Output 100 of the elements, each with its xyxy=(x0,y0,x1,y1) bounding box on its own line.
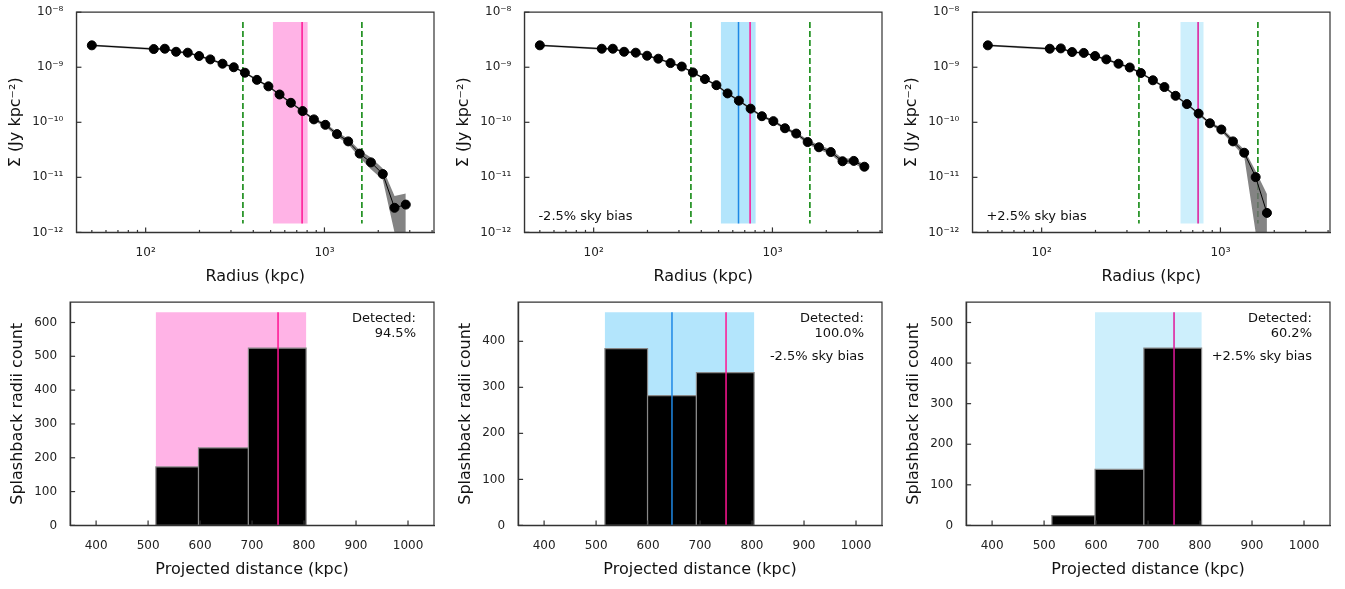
point xyxy=(228,62,239,73)
y-tick-label: 10⁻¹² xyxy=(480,224,512,239)
x-tick-label: 600 xyxy=(188,537,212,552)
point xyxy=(205,54,216,65)
point xyxy=(1044,43,1055,54)
point xyxy=(263,81,274,92)
annotation: Detected: 60.2% xyxy=(1248,310,1312,341)
annotation: +2.5% sky bias xyxy=(986,208,1087,224)
y-tick-label: 10⁻¹¹ xyxy=(928,169,960,184)
y-tick-label: 100 xyxy=(34,483,58,498)
point xyxy=(217,58,228,69)
y-tick-label: 300 xyxy=(34,416,58,431)
y-tick-label: 10⁻¹⁰ xyxy=(480,114,512,129)
x-axis-title: Projected distance (kpc) xyxy=(155,558,349,578)
point xyxy=(1101,54,1112,65)
y-axis-title: Splashback radii count xyxy=(6,322,26,505)
x-axis-title: Radius (kpc) xyxy=(653,265,753,285)
x-tick-label: 400 xyxy=(84,537,108,552)
point xyxy=(837,156,848,167)
point xyxy=(653,53,664,64)
point xyxy=(619,46,630,57)
x-tick-label: 900 xyxy=(792,537,816,552)
x-axis-title: Radius (kpc) xyxy=(205,265,305,285)
y-tick-label: 200 xyxy=(930,436,954,451)
x-tick-label: 900 xyxy=(344,537,368,552)
x-tick-label: 800 xyxy=(1188,537,1212,552)
annotation: -2.5% sky bias xyxy=(538,208,633,224)
y-tick-label: 10⁻¹⁰ xyxy=(928,114,960,129)
x-axis-title: Projected distance (kpc) xyxy=(603,558,797,578)
point xyxy=(1250,172,1261,183)
y-tick-label: 10⁻⁹ xyxy=(485,59,512,74)
y-axis-title: Σ (Jy kpc⁻²) xyxy=(4,77,24,168)
y-tick-label: 0 xyxy=(945,517,954,532)
point xyxy=(1090,51,1101,62)
y-tick-label: 200 xyxy=(482,425,506,440)
y-tick-label: 400 xyxy=(930,355,954,370)
point xyxy=(1216,124,1227,135)
y-tick-label: 100 xyxy=(482,471,506,486)
y-axis-title: Splashback radii count xyxy=(454,322,474,505)
x-tick-label: 600 xyxy=(636,537,660,552)
point xyxy=(1113,58,1124,69)
x-tick-label: 10² xyxy=(135,244,156,259)
x-tick-label: 700 xyxy=(240,537,264,552)
point xyxy=(377,169,388,180)
x-tick-label: 500 xyxy=(136,537,160,552)
point xyxy=(1261,207,1272,218)
point xyxy=(1067,47,1078,58)
point xyxy=(596,43,607,54)
point xyxy=(791,128,802,139)
y-tick-label: 10⁻¹¹ xyxy=(32,169,64,184)
point xyxy=(642,50,653,61)
x-tick-label: 10³ xyxy=(762,244,783,259)
point xyxy=(285,97,296,108)
x-tick-label: 10³ xyxy=(1210,244,1231,259)
point xyxy=(171,46,182,57)
y-tick-label: 10⁻¹⁰ xyxy=(32,114,64,129)
point xyxy=(182,47,193,58)
x-tick-label: 700 xyxy=(688,537,712,552)
point xyxy=(630,47,641,58)
y-tick-label: 100 xyxy=(930,476,954,491)
x-axis-title: Projected distance (kpc) xyxy=(1051,558,1245,578)
point xyxy=(733,95,744,106)
point xyxy=(148,44,159,55)
y-tick-label: 10⁻⁸ xyxy=(933,4,960,19)
x-tick-label: 600 xyxy=(1084,537,1108,552)
point xyxy=(768,116,779,127)
point xyxy=(779,123,790,134)
x-tick-label: 700 xyxy=(1136,537,1160,552)
point xyxy=(859,161,870,172)
annotation: +2.5% sky bias xyxy=(1211,348,1313,364)
y-tick-label: 600 xyxy=(34,314,58,329)
y-tick-label: 500 xyxy=(930,314,954,329)
point xyxy=(676,61,687,72)
point xyxy=(1124,62,1135,73)
y-tick-label: 10⁻¹² xyxy=(928,224,960,239)
x-tick-label: 1000 xyxy=(840,537,872,552)
point xyxy=(1239,147,1250,158)
y-axis-title: Σ (Jy kpc⁻²) xyxy=(900,77,920,168)
y-tick-label: 400 xyxy=(482,333,506,348)
x-tick-label: 500 xyxy=(1032,537,1056,552)
point xyxy=(400,199,411,210)
point xyxy=(354,148,365,159)
y-tick-label: 200 xyxy=(34,449,58,464)
point xyxy=(194,51,205,62)
y-tick-label: 10⁻⁹ xyxy=(933,59,960,74)
point xyxy=(1147,75,1158,86)
point xyxy=(1227,136,1238,147)
y-tick-label: 10⁻⁸ xyxy=(37,4,64,19)
point xyxy=(365,157,376,168)
y-tick-label: 10⁻⁹ xyxy=(37,59,64,74)
x-tick-label: 10³ xyxy=(314,244,335,259)
x-tick-label: 10² xyxy=(1031,244,1052,259)
y-tick-label: 10⁻¹² xyxy=(32,224,64,239)
x-tick-label: 900 xyxy=(1240,537,1264,552)
point xyxy=(802,137,813,148)
point xyxy=(1078,47,1089,58)
x-tick-label: 1000 xyxy=(392,537,424,552)
y-tick-label: 400 xyxy=(34,382,58,397)
point xyxy=(297,106,308,117)
point xyxy=(308,114,319,125)
